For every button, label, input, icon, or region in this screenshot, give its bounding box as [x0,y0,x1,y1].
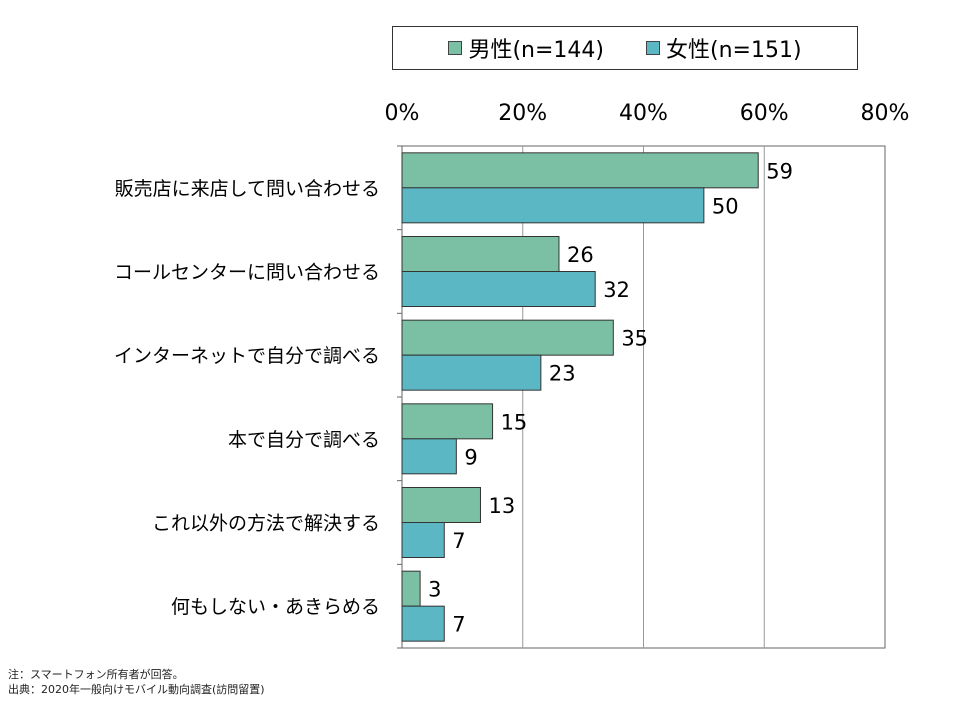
x-tick-label: 60% [740,101,789,126]
data-label: 9 [464,445,477,469]
x-tick-label: 40% [619,101,668,126]
note-line: 注：スマートフォン所有者が回答。 [8,668,184,681]
category-label: コールセンターに問い合わせる [114,262,380,284]
bar-female [401,187,705,224]
category-label: 何もしない・あきらめる [171,596,380,618]
legend-item-male: 男性(n=144) [448,32,604,64]
bar-male [401,319,614,356]
x-tick-label: 80% [861,101,910,126]
x-tick-label: 20% [498,101,547,126]
bar-female [401,271,596,307]
bar-male [401,152,759,189]
data-label: 3 [428,578,441,602]
data-label: 7 [452,529,465,553]
legend-swatch-male [448,41,463,55]
x-tick-label: 0% [385,101,420,126]
bar-male [401,403,494,440]
bar-male [401,570,421,607]
data-label: 35 [621,327,648,351]
data-label: 13 [488,494,515,518]
category-label: 本で自分で調べる [228,429,380,451]
legend-label-male: 男性(n=144) [468,38,604,63]
category-label: これ以外の方法で解決する [152,513,380,535]
legend-item-female: 女性(n=151) [646,32,802,64]
data-label: 26 [567,243,594,267]
data-label: 23 [549,362,576,386]
footnotes: 注：スマートフォン所有者が回答。 出典：2020年一般向けモバイル動向調査(訪問… [8,667,265,697]
data-label: 50 [712,194,739,218]
bar-female [401,438,457,475]
bar-female [401,354,542,391]
bar-male [401,487,481,523]
legend: 男性(n=144) 女性(n=151) [392,26,858,70]
data-label: 32 [603,278,630,302]
category-label: インターネットで自分で調べる [114,345,380,367]
source-line: 出典：2020年一般向けモバイル動向調査(訪問留置) [8,683,265,696]
data-label: 7 [452,613,465,637]
data-label: 59 [766,159,793,183]
data-label: 15 [501,410,528,434]
legend-label-female: 女性(n=151) [666,38,802,63]
bar-female [401,522,445,558]
bar-female [401,605,445,642]
legend-swatch-female [646,41,660,55]
bar-male [401,236,560,272]
category-label: 販売店に来店して問い合わせる [115,178,380,200]
